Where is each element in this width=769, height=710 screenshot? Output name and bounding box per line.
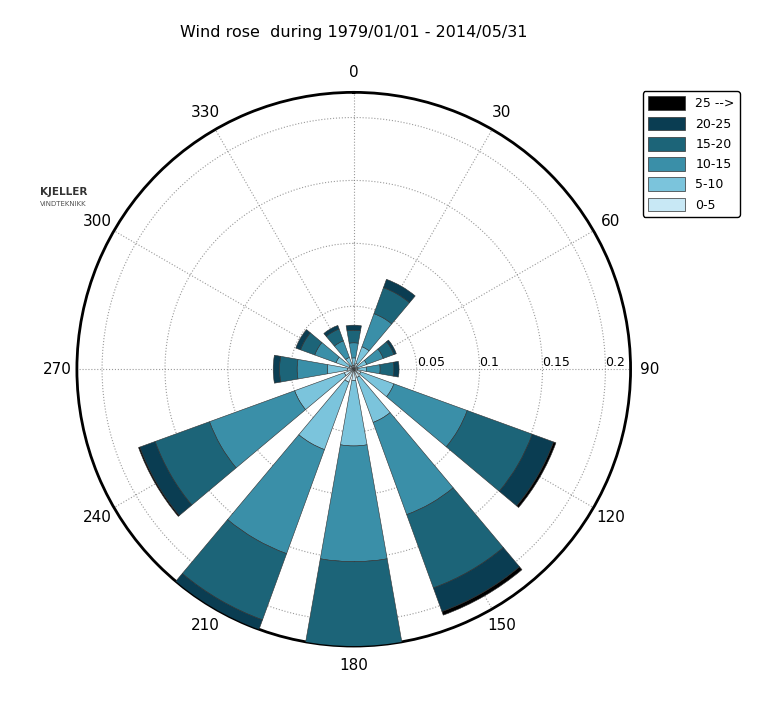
Bar <box>347 330 361 343</box>
Bar <box>298 380 349 449</box>
Bar <box>351 358 356 366</box>
Bar <box>346 325 361 331</box>
Bar <box>155 422 236 505</box>
Bar <box>182 520 287 620</box>
Bar <box>140 442 191 515</box>
Bar <box>373 413 453 515</box>
Bar <box>296 329 311 350</box>
Bar <box>353 366 355 369</box>
Bar <box>351 369 356 381</box>
Text: KJELLER: KJELLER <box>40 187 88 197</box>
Bar <box>394 361 399 377</box>
Bar <box>517 442 556 508</box>
Bar <box>138 447 179 516</box>
Bar <box>315 342 339 363</box>
Bar <box>305 559 402 648</box>
Bar <box>336 357 350 368</box>
Bar <box>407 488 504 588</box>
Bar <box>321 444 387 562</box>
Bar <box>301 643 406 671</box>
Bar <box>345 369 354 376</box>
Bar <box>360 372 394 397</box>
Bar <box>301 333 322 355</box>
Bar <box>362 314 391 351</box>
Bar <box>349 343 358 358</box>
Bar <box>228 435 325 554</box>
Bar <box>446 410 532 491</box>
Bar <box>324 325 339 337</box>
Bar <box>301 667 407 674</box>
Bar <box>366 365 380 373</box>
Bar <box>357 376 390 422</box>
Bar <box>354 367 358 369</box>
Bar <box>358 367 366 371</box>
Bar <box>349 366 354 369</box>
Bar <box>351 366 354 369</box>
Bar <box>326 329 344 346</box>
Bar <box>279 356 298 382</box>
Bar <box>387 384 468 447</box>
Bar <box>374 288 410 324</box>
Bar <box>295 373 346 410</box>
Bar <box>328 365 348 373</box>
Legend: 25 -->, 20-25, 15-20, 10-15, 5-10, 0-5: 25 -->, 20-25, 15-20, 10-15, 5-10, 0-5 <box>643 92 740 217</box>
Bar <box>387 340 396 354</box>
Bar <box>345 369 354 382</box>
Bar <box>273 355 281 383</box>
Text: VINDTEKNIKK: VINDTEKNIKK <box>40 201 87 207</box>
Bar <box>348 368 354 371</box>
Bar <box>356 346 369 364</box>
Bar <box>384 279 415 302</box>
Bar <box>345 357 352 366</box>
Bar <box>168 589 255 641</box>
Bar <box>341 381 367 446</box>
Bar <box>354 369 361 374</box>
Bar <box>442 567 522 615</box>
Bar <box>499 435 554 506</box>
Bar <box>297 359 328 379</box>
Bar <box>354 368 358 370</box>
Bar <box>365 349 383 364</box>
Text: Wind rose  during 1979/01/01 - 2014/05/31: Wind rose during 1979/01/01 - 2014/05/31 <box>180 25 528 40</box>
Bar <box>434 547 520 611</box>
Bar <box>335 341 349 359</box>
Bar <box>169 574 262 639</box>
Bar <box>380 362 394 376</box>
Bar <box>378 342 394 359</box>
Bar <box>357 360 367 368</box>
Bar <box>354 364 358 369</box>
Bar <box>209 391 305 468</box>
Bar <box>354 369 359 378</box>
